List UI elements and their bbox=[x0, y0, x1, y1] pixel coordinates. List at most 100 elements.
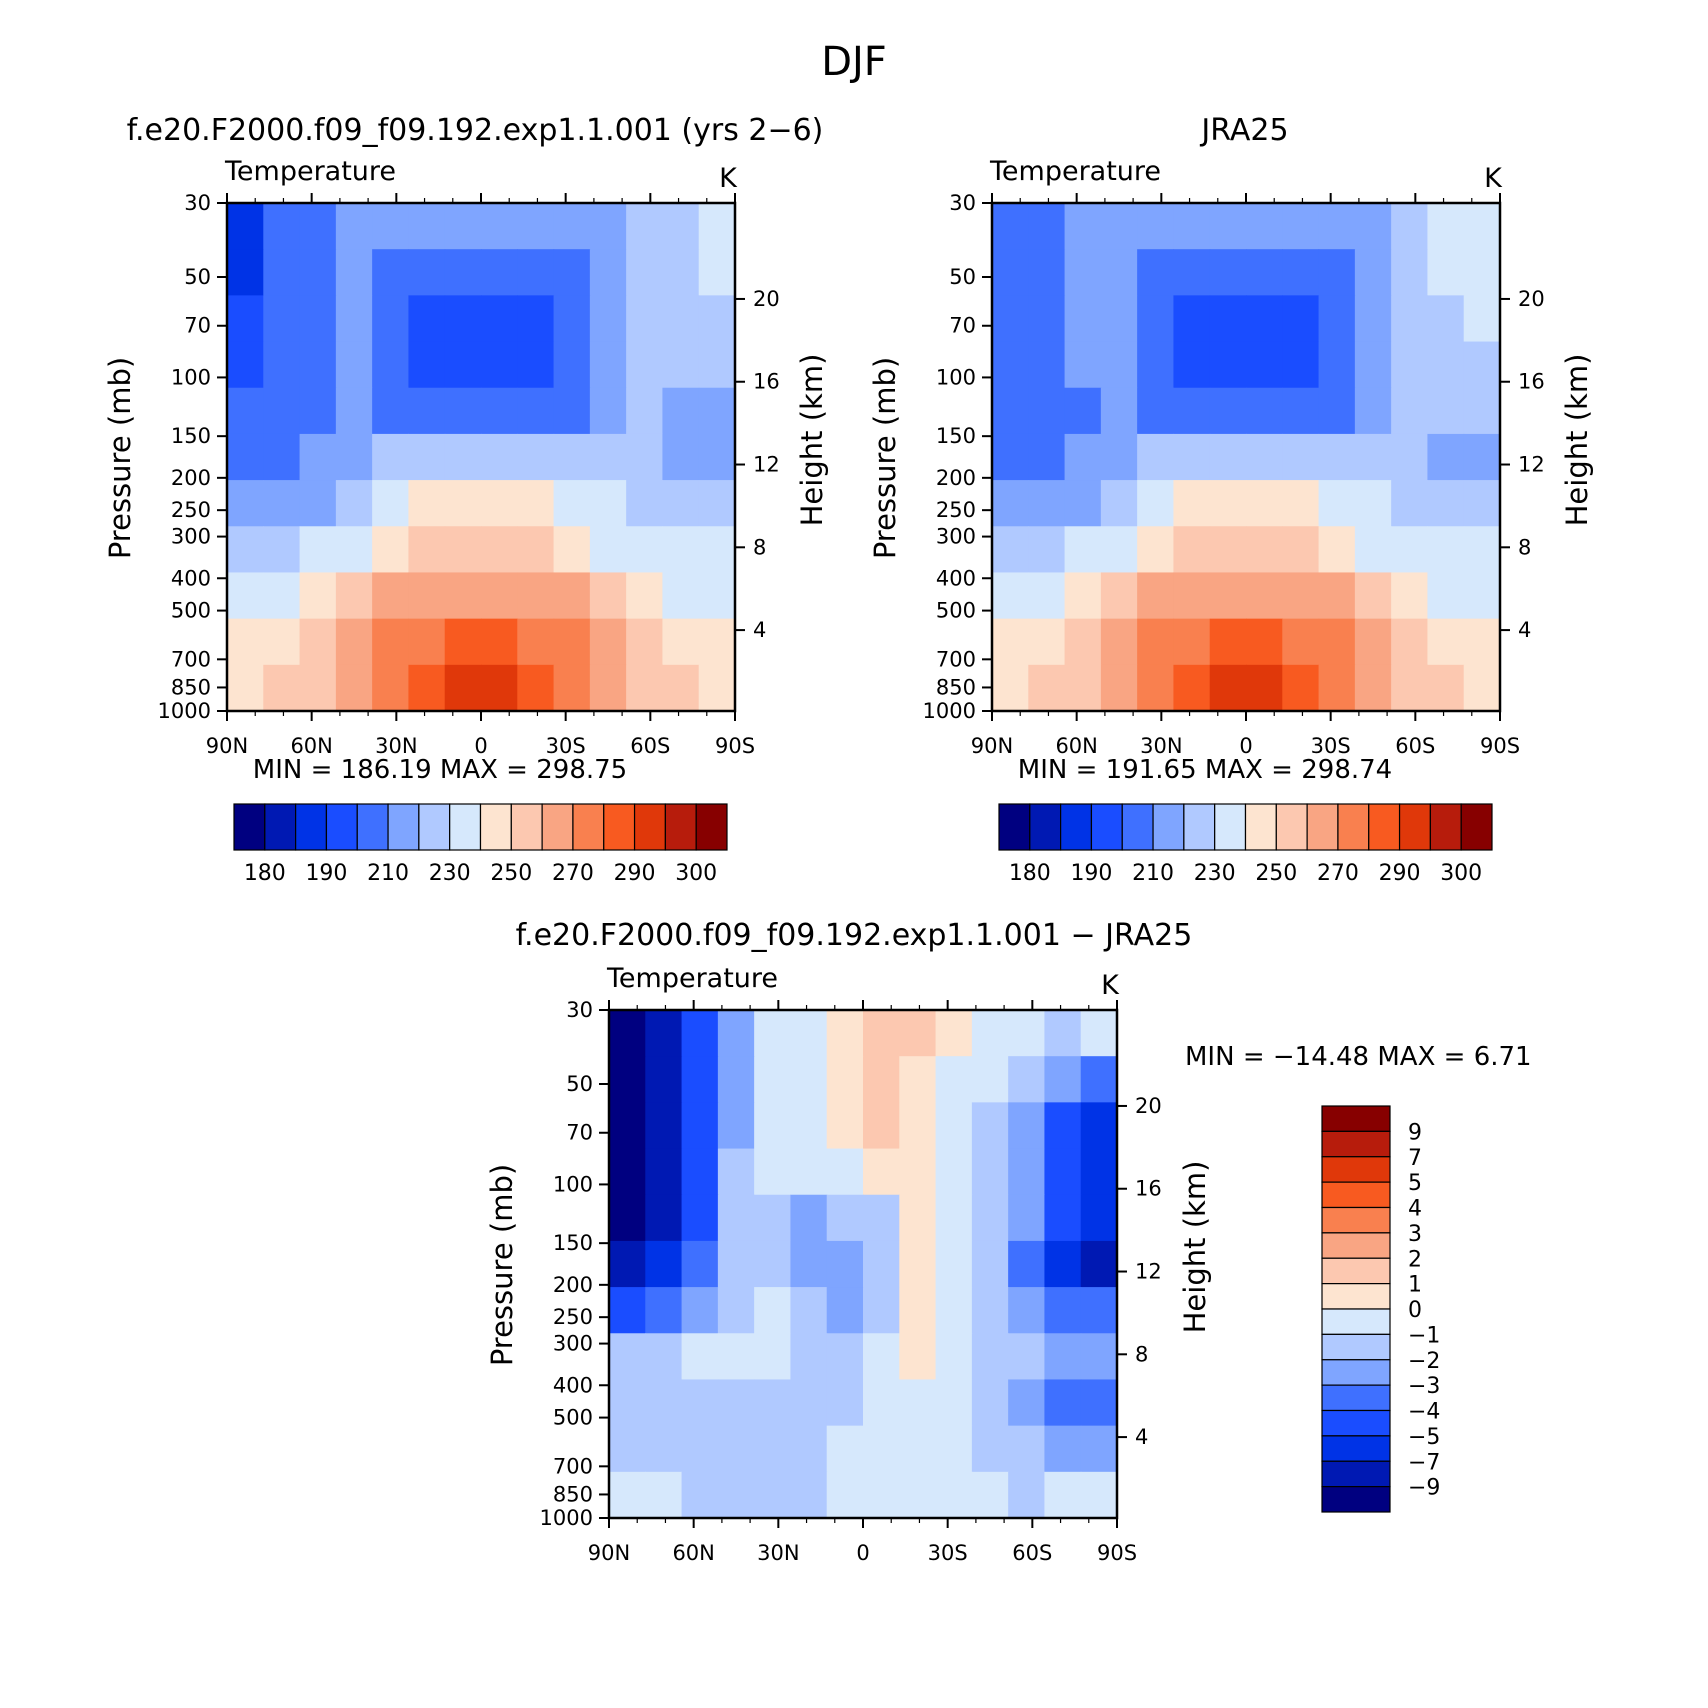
contour-cell bbox=[1173, 480, 1211, 527]
contour-cell bbox=[626, 387, 664, 435]
contour-cell bbox=[1064, 480, 1102, 527]
colorbar-box bbox=[1460, 803, 1493, 851]
contour-field bbox=[227, 203, 736, 712]
contour-cell bbox=[553, 572, 591, 620]
contour-cell bbox=[645, 1102, 683, 1150]
contour-cell bbox=[1173, 433, 1211, 481]
contour-cell bbox=[372, 433, 410, 481]
y-right-tick-label: 20 bbox=[753, 287, 780, 311]
contour-cell bbox=[971, 1379, 1009, 1427]
contour-cell bbox=[1282, 572, 1320, 620]
contour-cell bbox=[263, 249, 301, 296]
contour-cell bbox=[754, 1379, 792, 1427]
colorbar-label: −2 bbox=[1408, 1349, 1440, 1374]
contour-cell bbox=[335, 387, 373, 435]
contour-cell bbox=[698, 387, 736, 435]
contour-cell bbox=[826, 1287, 864, 1334]
y-axis-label: Pressure (mb) bbox=[868, 357, 902, 559]
contour-cell bbox=[935, 1056, 973, 1103]
contour-cell bbox=[899, 1287, 937, 1334]
colorbar-label: 290 bbox=[614, 861, 656, 886]
contour-cell bbox=[717, 1148, 755, 1196]
y-tick-label: 200 bbox=[936, 466, 976, 490]
colorbar-box bbox=[1321, 1460, 1391, 1488]
contour-cell bbox=[609, 1240, 646, 1288]
colorbar-box bbox=[325, 803, 358, 851]
contour-cell bbox=[1100, 387, 1138, 435]
contour-cell bbox=[971, 1425, 1009, 1473]
contour-cell bbox=[717, 1056, 755, 1103]
contour-cell bbox=[899, 1471, 937, 1519]
contour-cell bbox=[826, 1379, 864, 1427]
contour-cell bbox=[790, 1240, 828, 1288]
contour-cell bbox=[1137, 618, 1175, 666]
contour-cell bbox=[1427, 480, 1465, 527]
contour-cell bbox=[681, 1148, 719, 1196]
colorbar-label: −5 bbox=[1408, 1425, 1440, 1450]
contour-cell bbox=[609, 1010, 646, 1057]
contour-cell bbox=[335, 341, 373, 389]
contour-cell bbox=[754, 1102, 792, 1150]
contour-cell bbox=[899, 1333, 937, 1381]
contour-cell bbox=[1064, 295, 1102, 343]
y-right-tick-label: 16 bbox=[753, 370, 780, 394]
contour-cell bbox=[1008, 1010, 1046, 1057]
contour-cell bbox=[335, 572, 373, 620]
colorbar-box bbox=[1321, 1257, 1391, 1285]
contour-cell bbox=[626, 526, 664, 574]
colorbar-box bbox=[1368, 803, 1401, 851]
contour-cell bbox=[589, 572, 627, 620]
contour-cell bbox=[589, 203, 627, 250]
y-tick-label: 1000 bbox=[923, 699, 976, 723]
contour-cell bbox=[717, 1010, 755, 1057]
contour-cell bbox=[1028, 341, 1066, 389]
contour-cell bbox=[1246, 295, 1283, 343]
colorbar-box bbox=[1321, 1435, 1391, 1462]
y-tick-label: 300 bbox=[171, 525, 211, 549]
y-right-tick-label: 16 bbox=[1518, 370, 1545, 394]
y-tick-label: 700 bbox=[171, 647, 211, 671]
contour-cell bbox=[863, 1194, 900, 1242]
contour-cell bbox=[408, 618, 446, 666]
colorbar-label: 300 bbox=[1440, 861, 1482, 886]
contour-cell bbox=[1391, 664, 1429, 712]
contour-cell bbox=[227, 618, 264, 666]
contour-cell bbox=[1463, 387, 1501, 435]
contour-cell bbox=[1100, 572, 1138, 620]
contour-cell bbox=[1427, 341, 1465, 389]
colorbar-box bbox=[633, 803, 666, 851]
contour-cell bbox=[935, 1425, 973, 1473]
contour-cell bbox=[1427, 618, 1465, 666]
y-tick-label: 850 bbox=[553, 1482, 593, 1506]
contour-cell bbox=[1064, 433, 1102, 481]
contour-cell bbox=[1100, 480, 1138, 527]
contour-cell bbox=[992, 387, 1029, 435]
contour-cell bbox=[1354, 249, 1392, 296]
contour-cell bbox=[1173, 664, 1211, 712]
colorbar-box bbox=[541, 803, 574, 851]
x-tick-label: 90N bbox=[206, 734, 248, 758]
contour-cell bbox=[335, 295, 373, 343]
contour-cell bbox=[645, 1471, 683, 1519]
contour-cell bbox=[1318, 387, 1356, 435]
contour-cell bbox=[227, 203, 264, 250]
contour-cell bbox=[971, 1194, 1009, 1242]
contour-cell bbox=[517, 526, 555, 574]
x-tick-label: 30S bbox=[546, 734, 586, 758]
contour-cell bbox=[481, 433, 518, 481]
contour-cell bbox=[299, 664, 337, 712]
contour-cell bbox=[1064, 526, 1102, 574]
x-tick-label: 0 bbox=[856, 1541, 869, 1565]
colorbar-label: 250 bbox=[490, 861, 532, 886]
contour-cell bbox=[1044, 1010, 1082, 1057]
y-tick-label: 50 bbox=[184, 265, 211, 289]
contour-field bbox=[992, 203, 1501, 712]
contour-cell bbox=[299, 433, 337, 481]
contour-cell bbox=[1080, 1056, 1118, 1103]
figure-title: DJF bbox=[821, 39, 887, 85]
contour-cell bbox=[1427, 203, 1465, 250]
contour-cell bbox=[1354, 295, 1392, 343]
contour-cell bbox=[444, 618, 482, 666]
contour-cell bbox=[754, 1056, 792, 1103]
colorbar-label: 300 bbox=[675, 861, 717, 886]
